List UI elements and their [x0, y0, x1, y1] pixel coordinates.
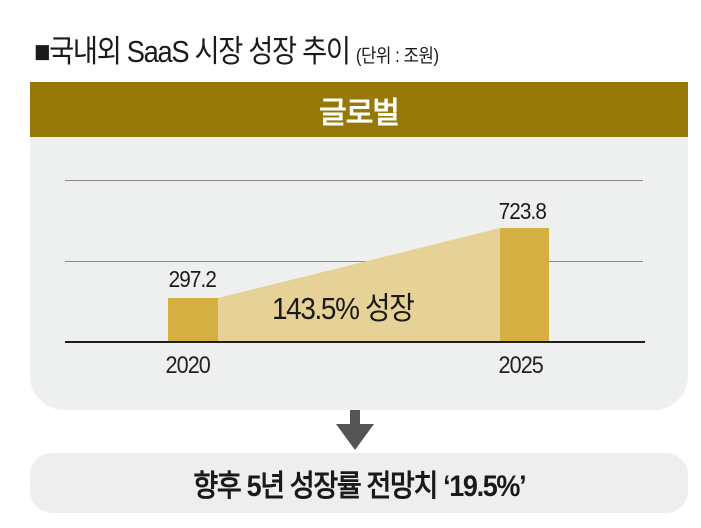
summary-text: 향후 5년 성장률 전망치 ‘19.5%’ [193, 470, 526, 503]
x-tick-2020: 2020 [165, 352, 210, 379]
chart-title: ■국내외 SaaS 시장 성장 추이 (단위 : 조원) [34, 26, 439, 71]
down-arrow-icon [336, 410, 374, 450]
forecast-summary: 향후 5년 성장률 전망치 ‘19.5%’ [30, 453, 688, 513]
unit-label: (단위 : 조원) [355, 46, 439, 67]
title-text: ■국내외 SaaS 시장 성장 추이 [34, 34, 351, 69]
gridline [65, 180, 643, 181]
bar-2020 [168, 298, 218, 342]
panel-label: 글로벌 [319, 96, 400, 130]
value-label-2020: 297.2 [168, 266, 217, 292]
value-label-2025: 723.8 [498, 198, 547, 224]
x-axis-baseline [65, 341, 645, 343]
x-tick-2025: 2025 [498, 352, 543, 379]
panel-header-global: 글로벌 [30, 82, 688, 137]
gridline [65, 261, 643, 262]
bar-2025 [500, 228, 549, 342]
growth-annotation: 143.5% 성장 [272, 291, 415, 326]
